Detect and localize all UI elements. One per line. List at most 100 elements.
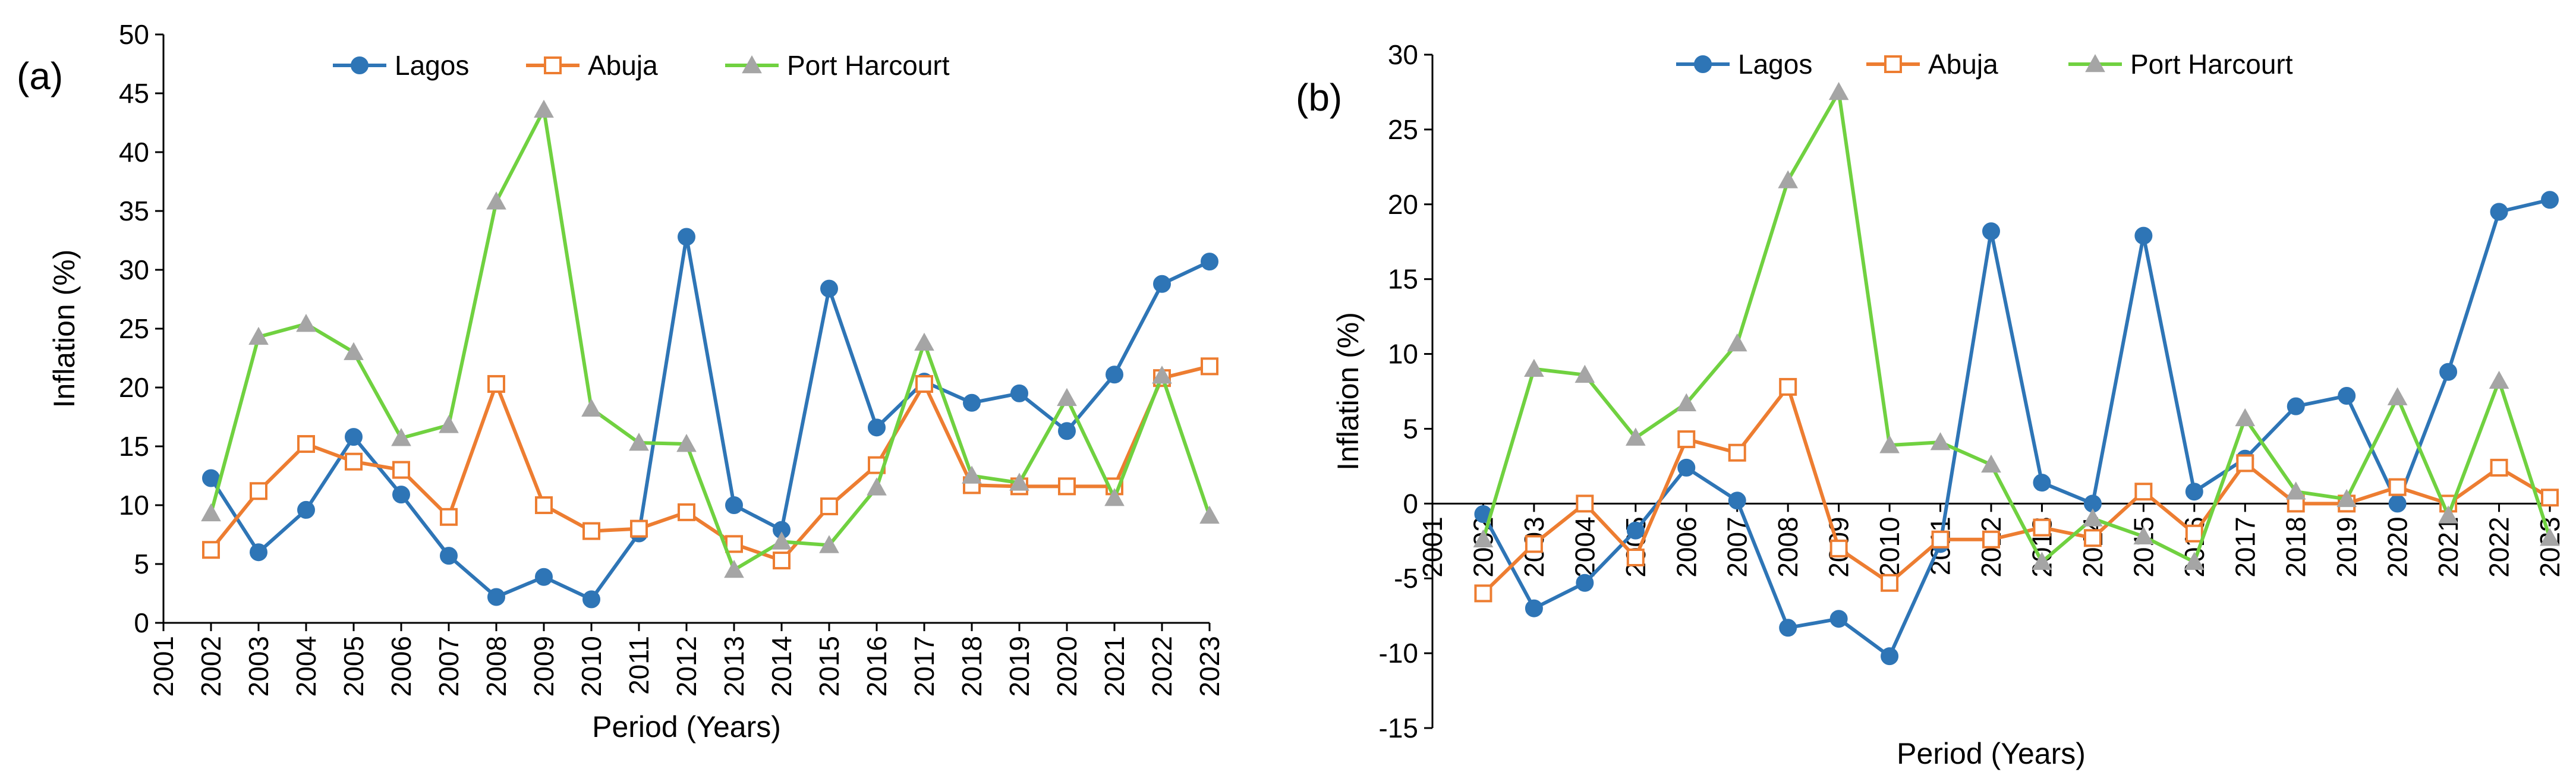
data-point <box>1982 222 2000 241</box>
y-tick-label: 20 <box>1388 189 1418 220</box>
x-tick-label: 2015 <box>2128 516 2159 577</box>
data-point <box>2185 524 2203 543</box>
data-point <box>1879 435 1900 453</box>
data-point <box>678 503 695 521</box>
series-port-harcourt <box>201 99 1220 578</box>
data-point <box>2134 483 2153 501</box>
legend-swatch-marker <box>1884 55 1902 73</box>
legend-swatch-marker <box>351 56 369 74</box>
y-tick-label: 30 <box>1388 39 1418 70</box>
y-tick-label: 0 <box>1403 488 1418 519</box>
y-tick-label: 10 <box>1388 339 1418 370</box>
y-tick-label: 5 <box>1403 413 1418 444</box>
data-point <box>1058 477 1076 496</box>
data-point <box>1058 422 1076 440</box>
legend-swatch-marker <box>2085 53 2105 73</box>
data-point <box>914 332 934 351</box>
data-point <box>1201 253 1218 271</box>
x-tick-label: 2019 <box>1004 636 1035 697</box>
x-tick-label: 2018 <box>956 636 987 697</box>
x-tick-label: 2010 <box>576 636 607 697</box>
data-point <box>1009 472 1029 491</box>
data-point <box>963 393 981 412</box>
data-point <box>2490 203 2508 221</box>
data-point <box>1930 432 1951 450</box>
legend-label: Lagos <box>1738 49 1812 80</box>
y-tick-label: 10 <box>119 490 149 521</box>
data-point <box>1828 81 1849 100</box>
data-point <box>1152 366 1172 384</box>
y-tick-label: 30 <box>119 254 149 285</box>
panel-b-legend: Lagos Abuja Port Harcourt <box>1676 49 2293 80</box>
legend-label: Abuja <box>588 50 658 81</box>
data-point <box>1779 377 1797 396</box>
legend-swatch-marker <box>1694 55 1712 73</box>
data-point <box>2033 518 2051 537</box>
y-tick-label: 25 <box>119 313 149 344</box>
data-point <box>2336 489 2357 508</box>
data-point <box>2033 474 2051 492</box>
data-point <box>581 398 602 417</box>
data-point <box>1727 333 1747 352</box>
x-tick-label: 2007 <box>433 636 464 697</box>
series-line <box>209 235 1211 601</box>
data-point <box>1104 488 1125 506</box>
data-point <box>1626 521 1645 540</box>
data-point <box>345 452 363 471</box>
data-point <box>1677 458 1696 477</box>
x-tick-label: 2009 <box>528 636 559 697</box>
series-lagos <box>202 228 1218 609</box>
x-tick-label: 2002 <box>196 636 226 697</box>
data-point <box>1626 548 1645 566</box>
data-point <box>771 531 792 550</box>
x-tick-label: 2001 <box>1417 516 1448 577</box>
data-point <box>535 496 553 514</box>
data-point <box>2388 494 2407 513</box>
x-tick-label: 2022 <box>1147 636 1177 697</box>
y-tick-label: 50 <box>119 19 149 50</box>
legend-label: Abuja <box>1928 49 1998 80</box>
series-line <box>209 364 1210 563</box>
y-tick-label: 25 <box>1388 114 1418 145</box>
x-tick-label: 2011 <box>623 636 654 695</box>
data-point <box>582 590 600 609</box>
data-point <box>1931 530 1950 549</box>
data-point <box>2287 397 2305 415</box>
panel-b-series <box>1473 81 2560 666</box>
data-point <box>297 500 315 519</box>
data-point <box>2541 489 2559 507</box>
legend-item: Abuja <box>526 50 658 81</box>
y-tick-label: 15 <box>1388 264 1418 295</box>
x-tick-label: 2006 <box>386 636 417 697</box>
data-point <box>201 503 221 522</box>
data-point <box>2387 387 2408 405</box>
data-point <box>1199 505 1220 524</box>
panel-a-axes: 0 5 10 15 20 25 30 35 40 45 50 2001 2002 2003 2004 2005… <box>119 19 1225 697</box>
data-point <box>2541 191 2559 209</box>
data-point <box>296 314 316 332</box>
x-tick-label: 2017 <box>2229 516 2260 577</box>
data-point <box>439 415 459 433</box>
series-abuja <box>202 357 1218 570</box>
data-point <box>1474 584 1492 603</box>
legend-swatch-marker <box>742 55 762 74</box>
data-point <box>2134 226 2153 245</box>
x-tick-label: 2021 <box>2433 516 2464 577</box>
data-point <box>440 508 458 526</box>
data-point <box>1829 610 1848 628</box>
data-point <box>1473 529 1494 548</box>
x-tick-label: 2023 <box>1194 636 1225 697</box>
data-point <box>487 588 505 606</box>
data-point <box>820 497 838 515</box>
data-point <box>1677 430 1696 449</box>
data-point <box>391 428 411 446</box>
data-point <box>535 568 553 586</box>
data-point <box>2438 505 2458 524</box>
legend-item: Lagos <box>333 50 469 81</box>
data-point <box>1153 275 1171 293</box>
data-point <box>2338 387 2356 405</box>
data-point <box>1676 393 1697 411</box>
x-tick-label: 2017 <box>909 636 940 697</box>
x-tick-label: 2020 <box>2382 516 2413 577</box>
